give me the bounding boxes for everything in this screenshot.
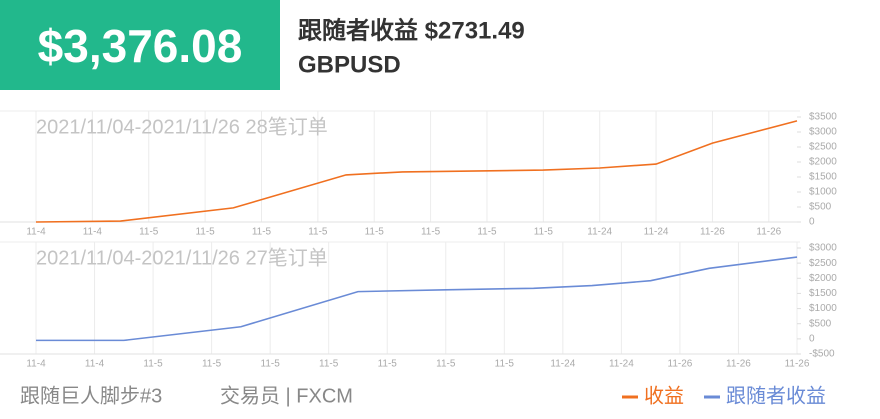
follower-title: 跟随者收益 $2731.49 [298,16,525,44]
y-tick-label: $2000 [809,273,837,284]
x-tick-label: 11-4 [85,359,105,370]
x-tick-label: 11-4 [26,359,46,370]
y-tick-label: $3500 [809,112,837,123]
x-tick-label: 11-5 [319,359,339,370]
y-tick-label: $3000 [809,127,837,138]
x-tick-label: 11-24 [587,227,612,238]
x-tick-label: 11-5 [195,227,215,238]
y-tick-label: $2500 [809,142,837,153]
x-tick-label: 11-26 [668,359,693,370]
x-tick-label: 11-5 [261,359,281,370]
y-tick-label: $2500 [809,258,837,269]
chart-subtitle: 2021/11/04-2021/11/26 28笔订单 [36,115,328,138]
x-tick-label: 11-5 [365,227,385,238]
y-tick-label: 0 [809,333,815,344]
y-tick-label: $500 [809,202,832,213]
legend-label: 跟随者收益 [726,384,826,407]
y-tick-label: $2000 [809,157,837,168]
x-tick-label: 11-5 [252,227,272,238]
x-tick-label: 11-4 [26,227,46,238]
x-tick-label: 11-5 [534,227,554,238]
trader: 交易员 | FXCM [220,384,353,407]
y-tick-label: $1500 [809,172,837,183]
x-tick-label: 11-5 [495,359,515,370]
x-tick-label: 11-5 [421,227,441,238]
chart-subtitle: 2021/11/04-2021/11/26 27笔订单 [36,246,328,269]
amount-box [0,0,280,90]
x-tick-label: 11-5 [202,359,222,370]
strategy: 跟随巨人脚步#3 [20,384,162,407]
y-tick-label: $3000 [809,243,837,254]
x-tick-label: 11-5 [139,227,159,238]
x-tick-label: 11-26 [726,359,751,370]
x-tick-label: 11-24 [644,227,669,238]
x-tick-label: 11-5 [436,359,456,370]
y-tick-label: $1000 [809,303,837,314]
symbol: GBPUSD [298,51,401,78]
y-tick-label: $500 [809,318,832,329]
y-tick-label: $1500 [809,288,837,299]
x-tick-label: 11-26 [700,227,725,238]
x-tick-label: 11-5 [477,227,497,238]
series-line [36,256,798,342]
x-tick-label: 11-24 [609,359,634,370]
legend: 收益 跟随者收益 [622,384,826,407]
series-line [35,120,798,223]
y-tick-label: $1000 [809,187,837,198]
legend-label: 收益 [644,384,684,407]
y-tick-label: -$500 [809,349,835,360]
x-tick-label: 11-5 [308,227,328,238]
x-tick-label: 11-24 [550,359,575,370]
amount: $3,376.08 [38,20,243,72]
x-tick-label: 11-26 [785,359,810,370]
x-tick-label: 11-5 [143,359,163,370]
x-tick-label: 11-4 [83,227,103,238]
x-tick-label: 11-5 [378,359,398,370]
x-tick-label: 11-26 [756,227,781,238]
y-tick-label: 0 [809,217,815,228]
